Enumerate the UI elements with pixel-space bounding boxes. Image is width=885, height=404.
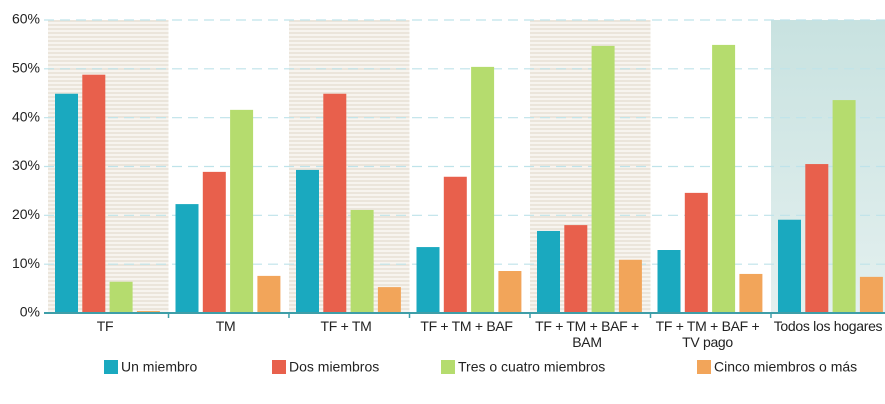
bar bbox=[55, 93, 78, 313]
bar bbox=[832, 100, 856, 313]
x-tick-label: TF + TM + BAF + TV pago bbox=[655, 318, 760, 350]
bar bbox=[323, 93, 347, 313]
x-tick-label: Todos los hogares bbox=[773, 318, 883, 334]
y-tick-label: 20% bbox=[12, 206, 40, 222]
y-tick-label: 10% bbox=[12, 255, 40, 271]
y-tick-label: 40% bbox=[12, 108, 40, 124]
bar bbox=[109, 281, 133, 313]
legend-label: Cinco miembros o más bbox=[714, 359, 857, 375]
legend-swatch bbox=[441, 360, 455, 374]
x-tick-label: TF + TM + BAF + BAM bbox=[535, 318, 639, 350]
legend-label: Tres o cuatro miembros bbox=[458, 359, 605, 375]
x-tick-label: TM bbox=[215, 318, 236, 334]
legend-swatch bbox=[697, 360, 711, 374]
bar bbox=[657, 250, 681, 313]
bar bbox=[618, 259, 642, 313]
bar bbox=[377, 287, 401, 313]
bar bbox=[82, 74, 106, 314]
bar bbox=[805, 164, 829, 313]
bar bbox=[739, 273, 763, 313]
bar bbox=[591, 45, 615, 314]
y-tick-label: 0% bbox=[20, 304, 40, 320]
bar bbox=[471, 66, 495, 313]
bar bbox=[778, 219, 801, 313]
bar bbox=[350, 209, 374, 313]
bar bbox=[202, 171, 226, 313]
legend-label: Dos miembros bbox=[289, 359, 379, 375]
y-tick-label: 50% bbox=[12, 60, 40, 76]
bar bbox=[859, 276, 883, 313]
legend-swatch bbox=[272, 360, 286, 374]
legend-label: Un miembro bbox=[121, 359, 197, 375]
bar bbox=[416, 247, 440, 313]
x-tick-label: TF bbox=[96, 318, 114, 334]
bar bbox=[712, 44, 736, 313]
bar bbox=[296, 169, 319, 313]
x-tick-label: TF + TM + BAF bbox=[420, 318, 513, 334]
bar bbox=[684, 192, 708, 313]
y-tick-label: 60% bbox=[12, 11, 40, 27]
legend-swatch bbox=[104, 360, 118, 374]
bar bbox=[564, 225, 588, 313]
bar bbox=[175, 204, 199, 313]
bar bbox=[443, 176, 467, 313]
bar bbox=[537, 230, 560, 313]
bar bbox=[230, 109, 254, 313]
bar bbox=[498, 271, 522, 313]
bar bbox=[257, 275, 281, 313]
x-tick-label: TF + TM bbox=[320, 318, 372, 334]
y-tick-label: 30% bbox=[12, 157, 40, 173]
